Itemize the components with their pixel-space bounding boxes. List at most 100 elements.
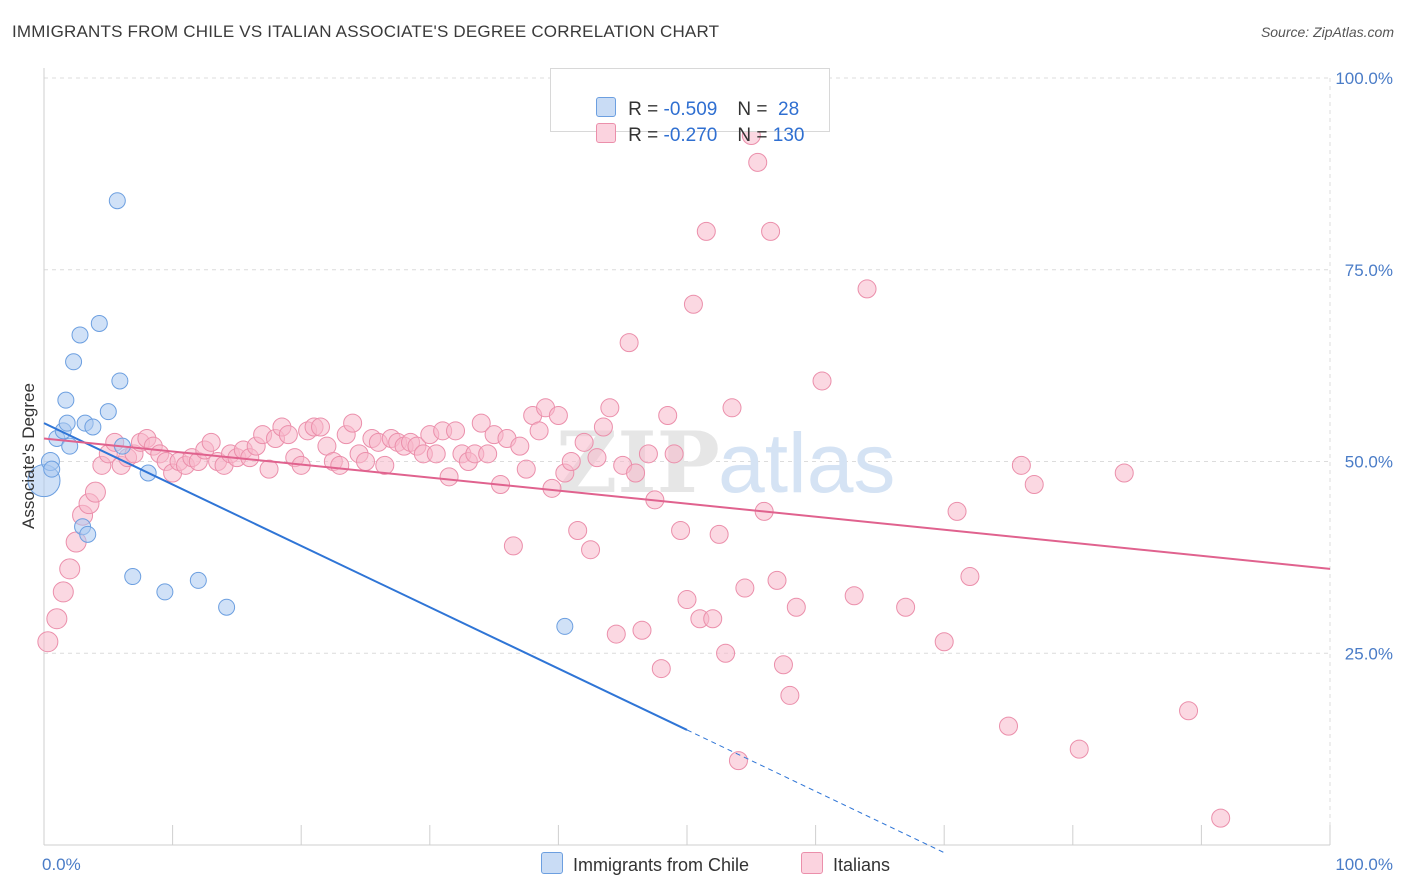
chile-point [111,372,129,390]
italians-point [626,463,646,483]
bottom-legend-swatch-chile [541,852,563,874]
chile-point [124,568,142,586]
chile-point [79,525,97,543]
italians-point [786,597,806,617]
chile-trend-line [43,422,688,731]
italians-point [478,444,498,464]
italians-point [1011,455,1031,475]
italians-point [278,425,298,445]
chile-point [43,460,61,478]
chile-point [90,314,108,332]
italians-point [593,417,613,437]
italians-point [587,448,607,468]
data-points [27,126,1231,828]
italians-point [201,432,221,452]
italians-point [561,452,581,471]
italians-trend-line [43,437,1331,570]
x-tick-label: 100.0% [1335,855,1393,874]
italians-point [632,620,652,640]
watermark-atlas: atlas [718,416,895,510]
italians-point [709,524,729,544]
stats-legend: R = -0.509 N = 28 R = -0.270 N = 130 [550,68,830,146]
legend-r-label: R = [628,99,664,120]
italians-point [84,481,106,503]
italians-point [574,432,594,452]
legend-n-value: 130 [772,125,805,146]
italians-point [716,643,736,663]
bottom-legend-chile: Immigrants from Chile [541,852,749,876]
y-tick-label: 50.0% [1345,453,1393,472]
x-tick-label: 0.0% [42,855,81,874]
italians-point [896,597,916,617]
italians-point [343,413,363,433]
italians-point [651,659,671,679]
chile-point [108,192,126,210]
italians-point [761,221,781,241]
legend-row-italians: R = -0.270 N = 130 [575,101,804,146]
italians-point [1179,701,1199,721]
legend-n-label: N = [737,99,773,120]
italians-point [671,521,691,541]
italians-point [310,417,330,437]
chile-point [71,326,89,344]
italians-point [510,436,530,456]
italians-point [542,478,562,498]
italians-point [1114,463,1134,483]
italians-point [37,631,59,653]
italians-point [600,398,620,418]
italians-point [960,567,980,587]
italians-point [1024,475,1044,495]
y-tick-label: 25.0% [1345,644,1393,663]
legend-r-value: -0.270 [663,125,718,146]
y-axis-label: Associate's Degree [19,383,38,529]
chile-point [218,598,236,616]
italians-point [356,452,375,471]
italians-point [1069,739,1089,759]
italians-point [330,455,350,475]
tick-labels: 25.0% 50.0% 75.0% 100.0% 0.0% 100.0% [42,69,1393,874]
legend-row-chile: R = -0.509 N = 28 [575,75,799,120]
italians-point [767,570,787,590]
bottom-legend-label-chile: Immigrants from Chile [573,855,750,875]
chile-point [84,418,102,436]
italians-point [773,655,793,675]
italians-point [664,444,684,464]
italians-point [59,558,81,580]
italians-point [529,421,549,441]
italians-point [780,685,800,705]
italians-point [1211,808,1231,828]
y-tick-label: 75.0% [1345,261,1393,280]
italians-point [568,521,588,541]
legend-swatch-italians [596,123,617,143]
italians-point [516,459,536,479]
y-tick-label: 100.0% [1335,69,1393,88]
italians-point [375,455,395,475]
italians-point [683,294,703,314]
italians-point [446,421,466,441]
italians-point [947,501,967,521]
italians-point [844,586,864,606]
chile-point [556,617,574,635]
italians-point [677,590,697,610]
chile-point [156,583,174,601]
trend-lines [43,422,1331,854]
legend-n-label: N = [737,125,773,146]
italians-point [857,279,877,299]
chile-point [57,391,75,409]
legend-swatch-chile [596,97,617,117]
chile-point [99,403,117,421]
italians-point [426,444,446,464]
italians-point [999,716,1018,736]
chart-source: Source: ZipAtlas.com [1260,24,1394,40]
italians-point [52,581,74,603]
italians-point [722,398,742,418]
chile-trend-extension [686,729,945,854]
italians-point [619,333,639,353]
bottom-legend-italians: Italians [801,852,890,876]
watermark-zip: ZIP [556,413,720,512]
italians-point [658,405,678,425]
legend-r-value: -0.509 [663,99,718,120]
italians-point [728,751,748,771]
